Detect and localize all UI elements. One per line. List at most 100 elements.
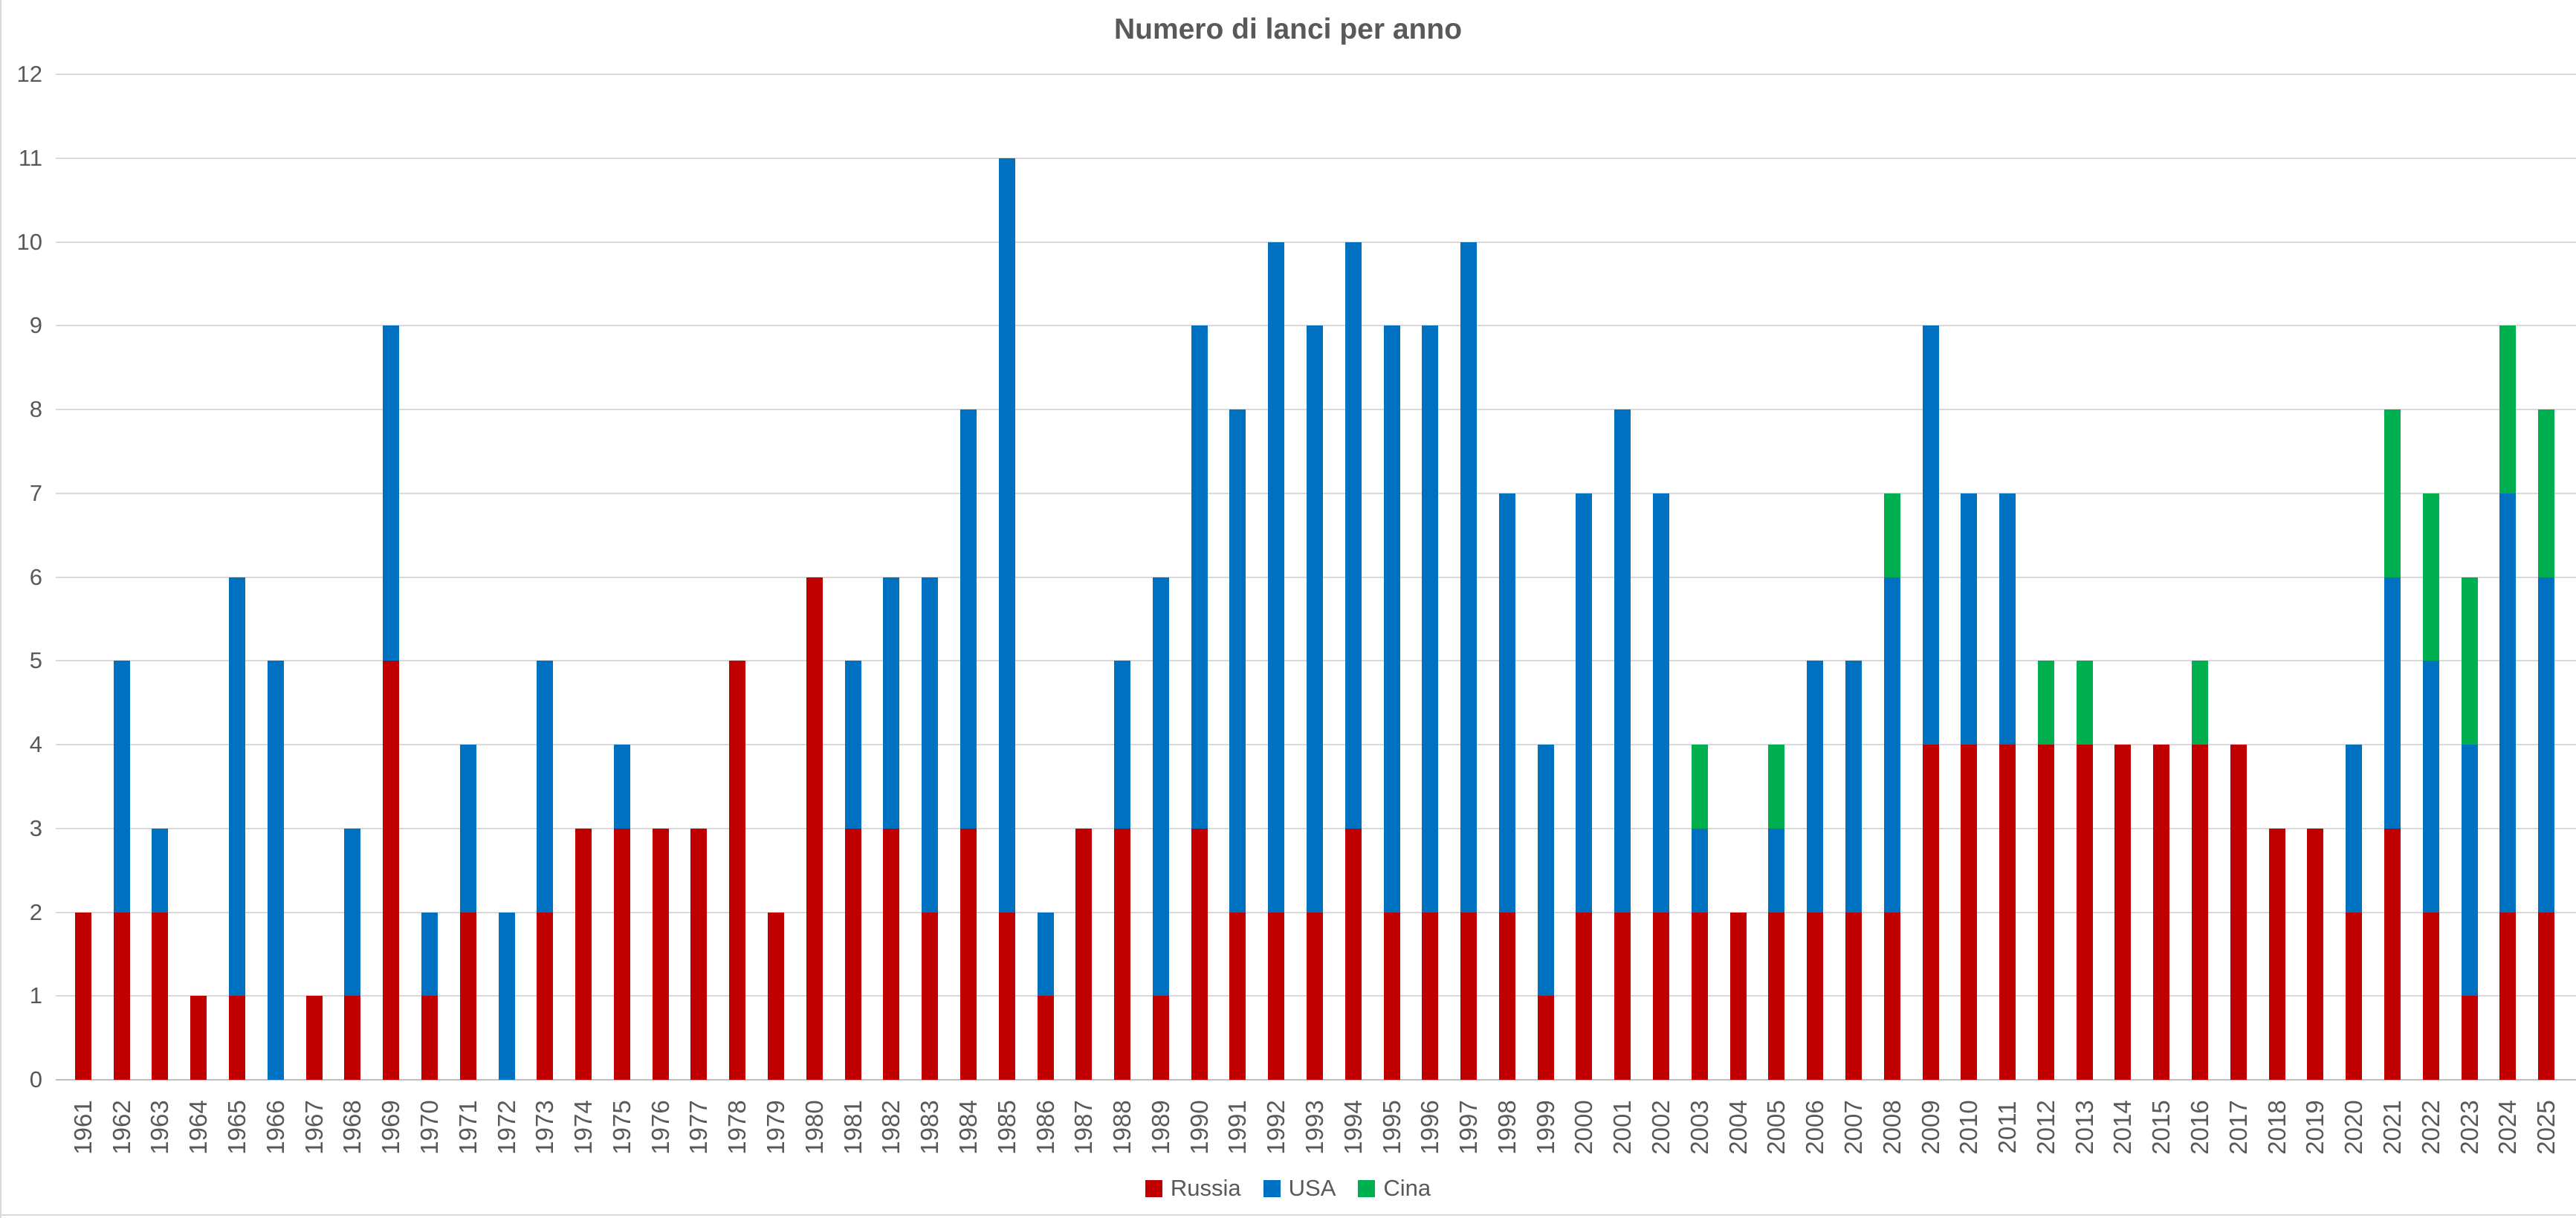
- bar-segment-russia-2025: [2538, 912, 2555, 1080]
- gridline-12: [56, 74, 2576, 75]
- bar-segment-russia-1992: [1268, 912, 1285, 1080]
- x-axis-tick-2019: 2019: [2297, 1080, 2335, 1176]
- bar-segment-usa-1962: [113, 661, 130, 913]
- bar-segment-usa-1982: [883, 577, 900, 829]
- x-axis-tick-1998: 1998: [1488, 1080, 1527, 1176]
- bar-segment-usa-2009: [1922, 325, 1939, 745]
- x-axis-tick-label: 1974: [569, 1100, 598, 1155]
- bar-1966: [267, 661, 284, 1080]
- bar-segment-usa-1995: [1383, 325, 1400, 913]
- bar-2011: [1999, 493, 2016, 1080]
- bar-segment-usa-2002: [1653, 493, 1670, 913]
- x-axis-tick-2017: 2017: [2219, 1080, 2258, 1176]
- bar-2015: [2153, 745, 2170, 1080]
- bar-segment-usa-1989: [1152, 577, 1169, 997]
- bar-segment-russia-1987: [1075, 828, 1093, 1080]
- x-axis-tick-label: 1993: [1300, 1100, 1328, 1155]
- bar-segment-russia-2018: [2268, 828, 2285, 1080]
- bar-segment-russia-1961: [74, 912, 91, 1080]
- bar-segment-russia-2007: [1845, 912, 1862, 1080]
- gridline-10: [56, 241, 2576, 243]
- x-axis-tick-label: 2021: [2378, 1100, 2406, 1155]
- bar-segment-usa-2006: [1807, 661, 1824, 913]
- bar-segment-russia-1980: [806, 577, 823, 1080]
- y-axis-tick-7: 7: [29, 479, 42, 506]
- bar-segment-cina-2005: [1768, 745, 1785, 829]
- legend-swatch-usa: [1263, 1179, 1281, 1197]
- bar-segment-russia-1993: [1307, 912, 1323, 1080]
- x-axis-tick-label: 2011: [1993, 1101, 2022, 1154]
- bar-segment-cina-2023: [2461, 577, 2478, 745]
- x-axis-tick-label: 1961: [68, 1100, 97, 1155]
- bar-1963: [152, 828, 169, 1080]
- x-axis-tick-label: 2009: [1916, 1100, 1944, 1155]
- y-axis-tick-12: 12: [16, 61, 42, 87]
- bar-1978: [729, 661, 746, 1080]
- bar-segment-russia-1973: [537, 912, 554, 1080]
- x-axis-tick-label: 2018: [2262, 1100, 2291, 1155]
- x-axis-tick-1974: 1974: [564, 1080, 603, 1176]
- bar-segment-russia-1963: [152, 912, 169, 1080]
- bar-1988: [1114, 661, 1131, 1080]
- bar-segment-usa-1970: [421, 912, 438, 997]
- bar-1991: [1229, 409, 1246, 1080]
- x-axis-tick-label: 2019: [2301, 1100, 2329, 1155]
- x-axis-tick-1966: 1966: [256, 1080, 295, 1176]
- x-axis-tick-2000: 2000: [1565, 1080, 1604, 1176]
- x-axis-tick-label: 1963: [146, 1100, 174, 1155]
- bar-segment-russia-1994: [1344, 828, 1362, 1080]
- x-axis-tick-label: 2006: [1801, 1100, 1829, 1155]
- x-axis-tick-1984: 1984: [949, 1080, 988, 1176]
- bar-1971: [459, 745, 476, 1080]
- x-axis-tick-1972: 1972: [488, 1080, 526, 1176]
- bar-segment-usa-1975: [613, 745, 630, 829]
- x-axis-tick-label: 1994: [1339, 1100, 1367, 1155]
- x-axis-tick-label: 1987: [1069, 1100, 1098, 1155]
- x-axis-tick-1965: 1965: [218, 1080, 256, 1176]
- x-axis-tick-label: 1984: [954, 1100, 982, 1155]
- x-axis-tick-label: 1973: [531, 1100, 559, 1155]
- bar-2007: [1845, 661, 1862, 1080]
- x-axis-tick-label: 2000: [1570, 1100, 1598, 1155]
- x-axis-tick-label: 2007: [1839, 1100, 1867, 1155]
- bar-segment-usa-1999: [1537, 745, 1554, 997]
- x-axis-tick-label: 1980: [800, 1100, 828, 1155]
- bar-segment-russia-2014: [2114, 745, 2132, 1080]
- bar-segment-russia-2023: [2461, 996, 2478, 1080]
- bar-segment-russia-2016: [2192, 745, 2209, 1080]
- bar-segment-russia-1997: [1460, 912, 1478, 1080]
- x-axis-tick-2025: 2025: [2527, 1080, 2566, 1176]
- bar-segment-russia-2001: [1614, 912, 1631, 1080]
- x-axis-tick-label: 2014: [2109, 1100, 2137, 1155]
- bar-segment-russia-2011: [1999, 745, 2016, 1080]
- bar-segment-russia-2009: [1922, 745, 1939, 1080]
- bar-1975: [613, 745, 630, 1080]
- bar-segment-russia-2013: [2076, 745, 2093, 1080]
- bar-1992: [1268, 242, 1285, 1080]
- bar-1994: [1344, 242, 1362, 1080]
- x-axis-tick-label: 1983: [916, 1100, 944, 1155]
- bar-segment-russia-2006: [1807, 912, 1824, 1080]
- x-axis-tick-label: 2017: [2224, 1100, 2252, 1155]
- x-axis-tick-label: 1985: [992, 1100, 1020, 1155]
- bar-segment-usa-1981: [844, 661, 861, 829]
- bar-segment-russia-1984: [959, 828, 977, 1080]
- bar-segment-usa-2020: [2346, 745, 2363, 913]
- bar-1998: [1498, 493, 1515, 1080]
- bar-segment-usa-1990: [1191, 325, 1208, 829]
- bar-2016: [2192, 661, 2209, 1080]
- x-axis-tick-2005: 2005: [1758, 1080, 1796, 1176]
- x-axis-tick-label: 1981: [838, 1100, 867, 1155]
- bar-2018: [2268, 828, 2285, 1080]
- x-axis-tick-label: 1978: [723, 1100, 751, 1155]
- x-axis-tick-1967: 1967: [295, 1080, 334, 1176]
- bar-segment-russia-1996: [1422, 912, 1439, 1080]
- x-axis-tick-1990: 1990: [1180, 1080, 1219, 1176]
- bar-segment-usa-1986: [1037, 912, 1054, 997]
- y-axis-tick-1: 1: [29, 982, 42, 1009]
- x-axis-tick-label: 1995: [1377, 1100, 1405, 1155]
- x-axis-tick-label: 2004: [1724, 1100, 1752, 1155]
- bar-segment-russia-1975: [613, 828, 630, 1080]
- x-axis-tick-2001: 2001: [1603, 1080, 1642, 1176]
